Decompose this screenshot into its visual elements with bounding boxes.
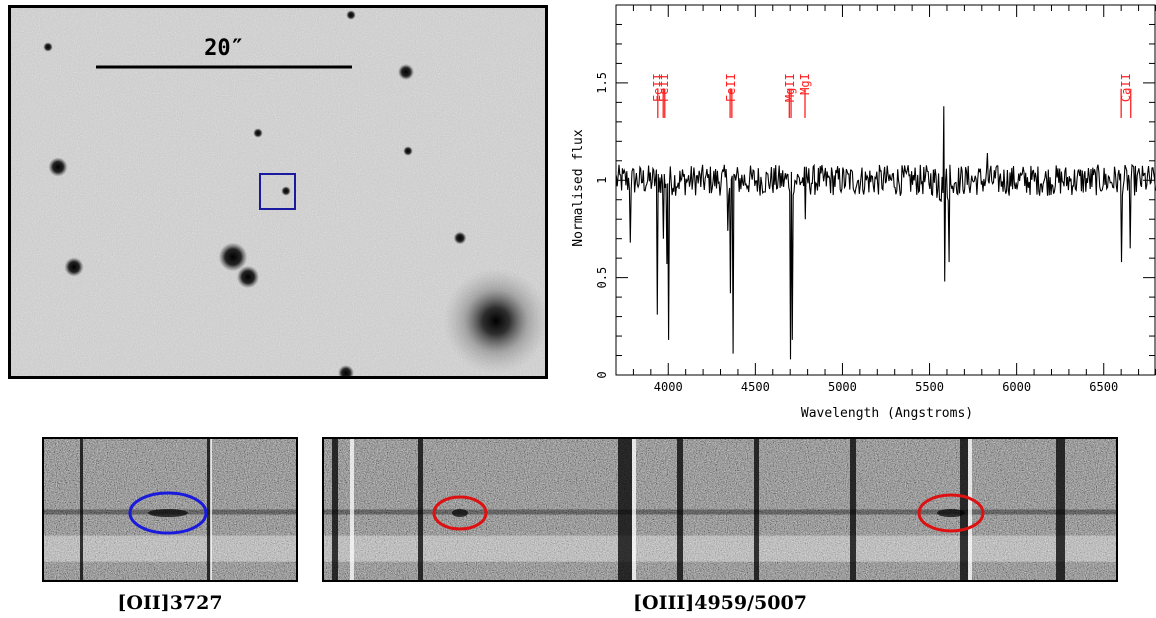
continuum-trace bbox=[322, 509, 1118, 515]
y-tick-label: 0.5 bbox=[595, 267, 609, 289]
line-marker-label: FeII bbox=[651, 73, 665, 102]
field-source bbox=[48, 157, 68, 177]
line-marker-label: MgII bbox=[783, 73, 797, 102]
plot-frame bbox=[615, 4, 1156, 376]
slit-image-oiii bbox=[322, 437, 1118, 582]
sky-line bbox=[677, 437, 683, 582]
field-sources bbox=[43, 10, 549, 381]
y-axis-label: Normalised flux bbox=[571, 129, 586, 247]
sky-line bbox=[960, 437, 968, 582]
x-tick-label: 6500 bbox=[1089, 380, 1118, 394]
x-tick-label: 4500 bbox=[741, 380, 770, 394]
line-marker-label: MgI bbox=[798, 73, 812, 95]
y-tick-label: 1 bbox=[595, 177, 609, 184]
field-source bbox=[281, 186, 291, 196]
sky-line bbox=[1056, 437, 1065, 582]
sky-line bbox=[418, 437, 423, 582]
sky-line bbox=[850, 437, 856, 582]
field-source bbox=[403, 146, 413, 156]
sky-line bbox=[968, 437, 972, 582]
field-source bbox=[218, 242, 248, 272]
emission-ellipse bbox=[432, 495, 488, 531]
slit-image-oii bbox=[42, 437, 298, 582]
sky-line bbox=[210, 437, 212, 582]
imaging-panel: 20″ bbox=[8, 5, 549, 381]
field-source bbox=[64, 257, 84, 277]
x-tick-label: 5500 bbox=[915, 380, 944, 394]
sky-line bbox=[632, 437, 636, 582]
field-source bbox=[253, 128, 263, 138]
field-source bbox=[398, 64, 414, 80]
emission-ellipse bbox=[917, 493, 985, 533]
field-source bbox=[346, 10, 356, 20]
field-source bbox=[443, 268, 549, 374]
emission-blob bbox=[148, 509, 188, 517]
target-box bbox=[259, 173, 296, 210]
spectrum-panel: 4000 4500 5000 5500 6000 6500 0 0.5 1 1.5 FeII FeI… bbox=[570, 0, 1156, 430]
x-tick-label: 4000 bbox=[654, 380, 683, 394]
sky-line bbox=[207, 437, 211, 582]
x-axis-label: Wavelength (Angstroms) bbox=[801, 406, 973, 421]
line-marker-label: FeII bbox=[657, 73, 671, 102]
slit-spectrum-oiii bbox=[322, 437, 1118, 582]
scale-label: 20″ bbox=[204, 36, 244, 61]
emission-ellipse bbox=[128, 491, 208, 535]
sky-line bbox=[350, 437, 354, 582]
sky-line bbox=[80, 437, 83, 582]
line-marker-label: FeII bbox=[724, 73, 738, 102]
caption-oiii: [OIII]4959/5007 bbox=[633, 592, 807, 614]
spectrum-line bbox=[615, 106, 1156, 360]
sky-line bbox=[754, 437, 759, 582]
slit-spectrum-oii bbox=[42, 437, 298, 582]
field-image: 20″ bbox=[8, 5, 549, 381]
line-marker-label: CaII bbox=[1119, 73, 1133, 102]
emission-blob bbox=[452, 509, 468, 517]
sky-line bbox=[618, 437, 632, 582]
emission-blob bbox=[937, 509, 965, 517]
field-source bbox=[453, 231, 467, 245]
caption-oii: [OII]3727 bbox=[117, 592, 223, 614]
sky-line bbox=[332, 437, 338, 582]
x-tick-label: 5000 bbox=[828, 380, 857, 394]
field-source bbox=[43, 42, 53, 52]
y-tick-label: 0 bbox=[595, 371, 609, 378]
y-tick-label: 1.5 bbox=[595, 72, 609, 94]
x-tick-label: 6000 bbox=[1002, 380, 1031, 394]
field-source bbox=[236, 265, 260, 289]
